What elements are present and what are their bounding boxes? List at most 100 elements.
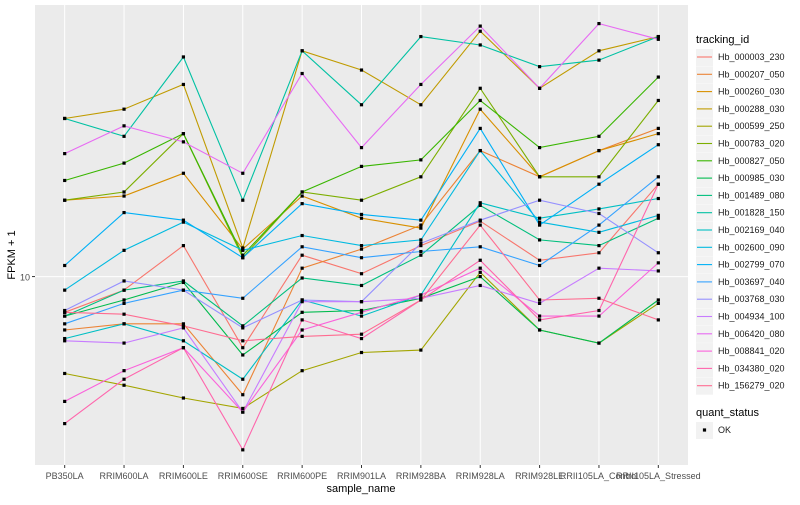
legend-label: Hb_000783_020	[718, 139, 785, 149]
data-point	[122, 134, 126, 138]
data-point	[122, 124, 126, 128]
data-point	[537, 220, 542, 224]
data-point	[300, 369, 304, 373]
data-point	[478, 86, 482, 90]
data-point	[597, 211, 601, 216]
data-point	[597, 251, 601, 255]
data-point	[656, 261, 660, 265]
data-point	[359, 216, 364, 220]
x-tick-label: RRIM928LE	[515, 471, 564, 481]
data-point	[478, 126, 482, 130]
data-point	[656, 269, 660, 273]
data-point	[537, 298, 542, 302]
data-point	[359, 300, 364, 304]
data-point	[300, 328, 304, 332]
data-point	[359, 68, 364, 72]
data-point	[478, 29, 482, 33]
data-point	[656, 196, 660, 201]
data-point	[419, 348, 423, 352]
data-point	[597, 341, 601, 345]
data-point	[656, 251, 660, 255]
data-point	[241, 377, 245, 381]
data-point	[656, 126, 660, 130]
data-point	[122, 377, 126, 381]
data-point	[181, 326, 186, 330]
data-point	[63, 371, 67, 376]
data-point	[122, 210, 126, 215]
data-point	[359, 256, 364, 260]
legend-title: tracking_id	[696, 34, 749, 46]
data-point	[597, 207, 601, 211]
data-point	[300, 49, 304, 53]
data-point	[597, 134, 601, 138]
data-point	[478, 201, 482, 205]
data-point	[537, 146, 542, 150]
x-tick-label: RRII105LA_Control	[560, 471, 638, 481]
data-point	[181, 220, 186, 224]
data-point	[300, 194, 304, 198]
data-point	[597, 58, 601, 62]
data-point	[478, 245, 482, 249]
data-point	[597, 266, 601, 270]
data-point	[122, 341, 126, 345]
data-point	[241, 324, 245, 328]
legend-label: Hb_000260_030	[718, 87, 785, 97]
data-point	[656, 213, 660, 217]
data-point	[478, 43, 482, 47]
data-point	[181, 171, 186, 175]
data-point	[241, 326, 245, 330]
data-point	[122, 312, 126, 316]
data-point	[359, 146, 364, 150]
data-point	[122, 194, 126, 198]
data-point	[359, 244, 364, 248]
x-tick-label: RRIM600LE	[159, 471, 208, 481]
data-point	[241, 448, 245, 452]
data-point	[419, 158, 423, 162]
data-point	[656, 98, 660, 103]
data-point	[122, 298, 126, 302]
data-point	[122, 190, 126, 194]
data-point	[300, 310, 304, 314]
legend2-title: quant_status	[696, 407, 759, 419]
legend-label: Hb_000288_030	[718, 104, 785, 114]
data-point	[300, 318, 304, 322]
data-point	[656, 175, 660, 179]
data-point	[63, 198, 67, 202]
data-point	[537, 65, 542, 69]
data-point	[478, 98, 482, 103]
data-point	[597, 244, 601, 248]
data-point	[537, 175, 542, 179]
legend2-label: OK	[718, 425, 731, 435]
data-point	[63, 308, 67, 313]
data-point	[656, 132, 660, 136]
data-point	[359, 336, 364, 341]
data-point	[597, 21, 601, 26]
data-point	[597, 223, 601, 227]
data-point	[300, 298, 304, 302]
data-point	[537, 314, 542, 318]
data-point	[63, 322, 67, 326]
data-point	[241, 406, 245, 411]
data-point	[181, 132, 186, 136]
x-axis-title: sample_name	[326, 483, 395, 495]
legend-label: Hb_156279_020	[718, 381, 785, 391]
data-point	[478, 203, 482, 207]
data-point	[537, 301, 542, 305]
data-point	[419, 226, 423, 230]
legend-label: Hb_034380_020	[718, 363, 785, 373]
legend-label: Hb_004934_100	[718, 312, 785, 322]
data-point	[359, 198, 364, 202]
y-axis-title: FPKM + 1	[6, 230, 18, 279]
data-point	[122, 161, 126, 165]
data-point	[359, 350, 364, 355]
x-tick-label: RRIM928BA	[396, 471, 446, 481]
data-point	[656, 37, 660, 41]
data-point	[419, 298, 423, 302]
data-point	[300, 233, 304, 238]
data-point	[63, 178, 67, 183]
data-point	[63, 399, 67, 404]
data-point	[656, 143, 660, 147]
x-tick-label: RRII105LA_Stressed	[616, 471, 701, 481]
legend-label: Hb_000827_050	[718, 156, 785, 166]
legend-label: Hb_002169_040	[718, 225, 785, 235]
